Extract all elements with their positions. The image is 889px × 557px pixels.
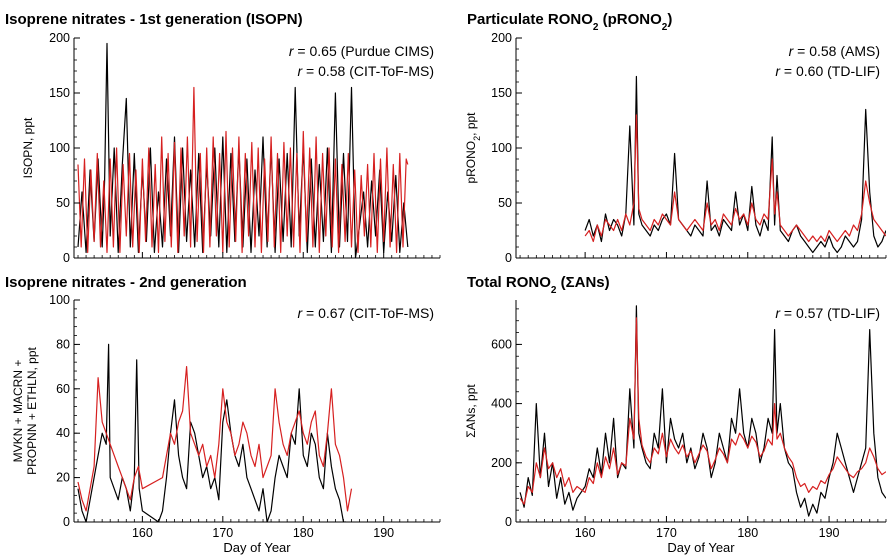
x-tick-label: 190: [819, 526, 840, 540]
annotation-r-symbol: r: [289, 43, 295, 59]
y-tick-label: 100: [491, 141, 512, 155]
y-axis-label: PROPNN + ETHLN, ppt: [25, 346, 39, 474]
y-tick-label: 150: [491, 86, 512, 100]
series-group: [77, 343, 353, 522]
correlation-annotation: r = 0.65 (Purdue CIMS): [289, 43, 434, 59]
y-tick-label: 50: [56, 196, 70, 210]
panel-title: Total RONO2 (ΣANs): [467, 274, 610, 296]
y-tick-label: 600: [491, 337, 512, 351]
annotation-r-symbol: r: [297, 63, 303, 79]
series-line-red: [77, 86, 409, 254]
correlation-annotation: r = 0.67 (CIT-ToF-MS): [297, 305, 434, 321]
annotation-text: = 0.58 (CIT-ToF-MS): [302, 63, 434, 79]
annotation-r-symbol: r: [297, 305, 303, 321]
x-axis-label: Day of Year: [667, 540, 735, 555]
y-tick-label: 0: [505, 515, 512, 529]
series-line-red: [584, 114, 886, 243]
y-tick-label: 100: [49, 141, 70, 155]
y-axis-label: ΣANs, ppt: [464, 384, 478, 438]
y-tick-label: 200: [49, 31, 70, 45]
annotation-text: = 0.60 (TD-LIF): [780, 63, 880, 79]
series-group: [584, 75, 886, 254]
y-tick-label: 60: [56, 382, 70, 396]
annotation-text: = 0.67 (CIT-ToF-MS): [302, 305, 434, 321]
correlation-annotation: r = 0.58 (CIT-ToF-MS): [297, 63, 434, 79]
x-tick-label: 180: [293, 526, 314, 540]
y-tick-label: 100: [49, 293, 70, 307]
x-tick-label: 180: [737, 526, 758, 540]
title-part: Particulate RONO: [467, 11, 593, 28]
x-tick-label: 160: [575, 526, 596, 540]
y-axis-label: MVKN + MACRN +: [11, 360, 25, 463]
y-tick-label: 200: [491, 31, 512, 45]
y-tick-label: 40: [56, 426, 70, 440]
annotation-text: = 0.58 (AMS): [793, 43, 880, 59]
series-line-black: [77, 343, 346, 522]
series-line-red: [519, 317, 886, 505]
x-tick-label: 170: [656, 526, 677, 540]
chart-panel-2: Particulate RONO2 (pRONO2)050100150200pR…: [464, 11, 887, 265]
y-tick-label: 50: [498, 196, 512, 210]
y-axis-label: pRONO2, ppt: [464, 112, 482, 184]
x-axis-label: Day of Year: [223, 540, 291, 555]
y-tick-label: 80: [56, 337, 70, 351]
title-subscript: 2: [593, 22, 599, 33]
y-tick-label: 150: [49, 86, 70, 100]
ylabel-part: , ppt: [464, 112, 478, 136]
chart-panel-4: Total RONO2 (ΣANs) 0 200 400 600 160 170 180 190…: [464, 274, 887, 555]
x-tick-label: 170: [212, 526, 233, 540]
annotation-r-symbol: r: [775, 305, 781, 321]
series-group: [519, 305, 886, 517]
annotation-r-symbol: r: [775, 63, 781, 79]
series-line-black: [584, 75, 886, 254]
series-line-red: [77, 366, 353, 512]
y-tick-label: 0: [63, 251, 70, 265]
title-part: ): [667, 11, 672, 28]
title-subscript: 2: [551, 285, 557, 296]
chart-panel-3: Isoprene nitrates - 2nd generation 0 20 40 6…: [5, 274, 441, 555]
ylabel-part: pRONO: [464, 141, 478, 184]
y-axis-label: ISOPN, ppt: [21, 117, 35, 178]
title-subscript: 2: [662, 22, 668, 33]
ylabel-subscript: 2: [472, 136, 482, 141]
y-tick-label: 0: [505, 251, 512, 265]
chart-panel-1: Isoprene nitrates - 1st generation (ISOP…: [5, 11, 441, 265]
y-tick-label: 20: [56, 471, 70, 485]
annotation-text: = 0.65 (Purdue CIMS): [294, 43, 434, 59]
title-part: Total RONO: [467, 274, 551, 291]
x-tick-label: 190: [373, 526, 394, 540]
correlation-annotation: r = 0.57 (TD-LIF): [775, 305, 880, 321]
x-tick-label: 160: [132, 526, 153, 540]
series-group: [77, 42, 409, 258]
title-part: (ΣANs): [556, 274, 609, 291]
panel-title: Isoprene nitrates - 2nd generation: [5, 274, 247, 291]
correlation-annotation: r = 0.58 (AMS): [789, 43, 880, 59]
annotation-r-symbol: r: [789, 43, 795, 59]
series-line-black: [519, 305, 886, 517]
correlation-annotation: r = 0.60 (TD-LIF): [775, 63, 880, 79]
y-tick-label: 200: [491, 456, 512, 470]
annotation-text: = 0.57 (TD-LIF): [780, 305, 880, 321]
panel-title: Particulate RONO2 (pRONO2): [467, 11, 672, 33]
panel-title: Isoprene nitrates - 1st generation (ISOP…: [5, 11, 303, 28]
y-tick-label: 0: [63, 515, 70, 529]
y-tick-label: 400: [491, 397, 512, 411]
title-part: (pRONO: [598, 11, 662, 28]
